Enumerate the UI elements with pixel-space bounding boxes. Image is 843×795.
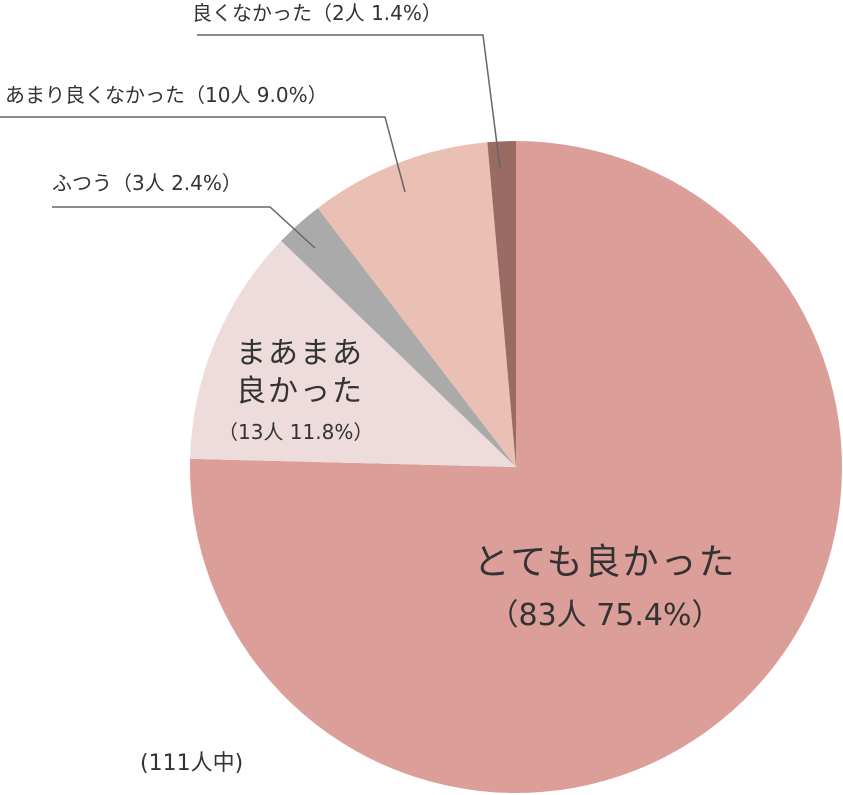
value-label: （10人 9.0%） (185, 83, 328, 107)
leader-line (0, 116, 406, 193)
value-label: （13人 11.8%） (218, 420, 374, 444)
pie-slice (190, 240, 516, 467)
value-label: （3人 2.4%） (112, 171, 242, 195)
value-label: （2人 1.4%） (312, 1, 442, 25)
category-label: 良くなかった (192, 1, 312, 25)
slice-label: とても良かった （83人 75.4%） (440, 540, 770, 635)
pie-slice (189, 141, 842, 794)
slice-label: あまり良くなかった（10人 9.0%） (5, 83, 328, 108)
slice-label: まあまあ良かった （13人 11.8%） (218, 335, 378, 445)
pie-slice (487, 141, 516, 467)
leader-line (197, 34, 501, 169)
note: (111人中) (140, 751, 244, 776)
slice-label: 良くなかった（2人 1.4%） (192, 1, 442, 26)
pie-slice (281, 208, 516, 468)
value-label: （83人 75.4%） (488, 598, 722, 633)
category-label: あまり良くなかった (5, 83, 185, 107)
pie-slice (317, 142, 516, 467)
category-label: まあまあ良かった (236, 336, 364, 409)
leader-line (52, 206, 316, 249)
slice-label: ふつう（3人 2.4%） (52, 171, 242, 196)
category-label: とても良かった (473, 542, 737, 583)
category-label: ふつう (52, 171, 112, 195)
